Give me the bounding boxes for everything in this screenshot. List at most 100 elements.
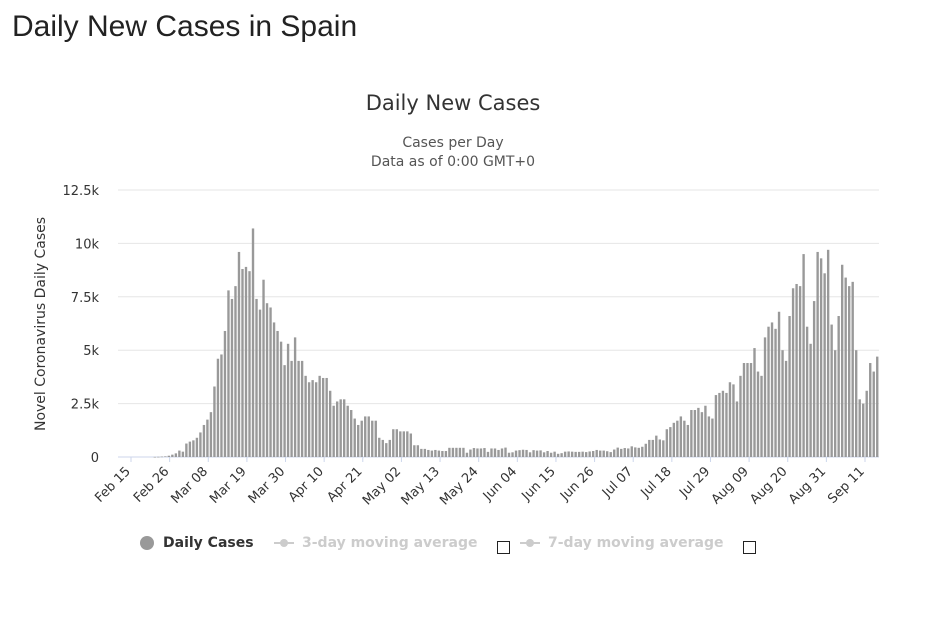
bar[interactable]: [826, 249, 830, 457]
bar[interactable]: [739, 375, 742, 457]
bar[interactable]: [328, 390, 332, 457]
bar[interactable]: [648, 439, 651, 457]
bar[interactable]: [623, 448, 626, 457]
bar[interactable]: [574, 451, 577, 457]
bar[interactable]: [392, 429, 395, 457]
bar[interactable]: [858, 399, 861, 457]
bar[interactable]: [606, 451, 609, 457]
bar[interactable]: [641, 446, 644, 457]
bar[interactable]: [255, 298, 258, 457]
bar[interactable]: [542, 452, 546, 457]
bar[interactable]: [314, 382, 318, 457]
bar[interactable]: [455, 447, 458, 457]
bar[interactable]: [293, 337, 297, 457]
bar[interactable]: [690, 410, 693, 457]
bar[interactable]: [423, 448, 427, 457]
checkbox-3-day-average[interactable]: [497, 541, 510, 554]
bar[interactable]: [577, 451, 581, 457]
bar[interactable]: [195, 437, 199, 457]
bar[interactable]: [665, 429, 669, 457]
bar[interactable]: [662, 440, 665, 457]
bar[interactable]: [153, 456, 157, 458]
bar[interactable]: [770, 322, 774, 457]
bar[interactable]: [844, 277, 847, 457]
bar[interactable]: [234, 286, 237, 457]
bar[interactable]: [420, 448, 423, 457]
bar[interactable]: [472, 448, 476, 457]
bar[interactable]: [227, 290, 230, 457]
bar[interactable]: [307, 382, 311, 457]
bar[interactable]: [167, 455, 171, 457]
bar[interactable]: [763, 337, 767, 457]
bar[interactable]: [181, 451, 185, 457]
bar[interactable]: [855, 350, 858, 457]
bar[interactable]: [872, 371, 875, 457]
bar[interactable]: [676, 420, 679, 457]
bar[interactable]: [599, 450, 602, 457]
bar[interactable]: [669, 427, 672, 457]
bar[interactable]: [521, 449, 525, 457]
bar[interactable]: [160, 456, 164, 458]
bar[interactable]: [286, 343, 290, 457]
bar[interactable]: [732, 384, 735, 457]
bar[interactable]: [364, 416, 367, 457]
bar[interactable]: [223, 330, 227, 457]
bar[interactable]: [672, 422, 676, 457]
bar[interactable]: [381, 439, 384, 457]
bar[interactable]: [546, 451, 549, 457]
bar[interactable]: [304, 375, 307, 457]
bar[interactable]: [553, 451, 556, 457]
bar[interactable]: [192, 440, 195, 457]
bar[interactable]: [332, 405, 335, 457]
bar[interactable]: [202, 424, 206, 457]
bar[interactable]: [756, 371, 760, 457]
bar[interactable]: [584, 452, 588, 457]
bar[interactable]: [251, 228, 255, 457]
bar[interactable]: [718, 392, 721, 457]
bar[interactable]: [265, 303, 269, 457]
bar[interactable]: [216, 358, 220, 457]
bar[interactable]: [290, 360, 293, 457]
bar[interactable]: [220, 354, 223, 457]
bar[interactable]: [714, 395, 718, 457]
bar[interactable]: [563, 451, 567, 457]
bar[interactable]: [791, 288, 795, 457]
bar[interactable]: [707, 416, 711, 457]
bar[interactable]: [830, 324, 833, 457]
bar[interactable]: [711, 418, 714, 457]
bar[interactable]: [490, 448, 493, 457]
bar[interactable]: [409, 433, 413, 458]
bar[interactable]: [556, 453, 560, 457]
bar[interactable]: [746, 363, 749, 457]
bar[interactable]: [819, 258, 823, 457]
bar[interactable]: [164, 456, 167, 457]
legend-item-7-day-average[interactable]: 7-day moving average: [520, 535, 724, 551]
bar[interactable]: [798, 286, 802, 457]
bar[interactable]: [658, 439, 662, 457]
bar[interactable]: [360, 420, 363, 457]
bar[interactable]: [258, 309, 262, 457]
bar[interactable]: [704, 405, 707, 457]
bar[interactable]: [525, 449, 528, 457]
bar[interactable]: [728, 382, 732, 457]
bar[interactable]: [399, 431, 402, 457]
bar[interactable]: [321, 377, 325, 457]
bar[interactable]: [367, 416, 370, 457]
bar[interactable]: [742, 363, 746, 457]
bar[interactable]: [458, 447, 462, 457]
bar[interactable]: [157, 456, 160, 458]
bar[interactable]: [237, 251, 241, 457]
bar[interactable]: [795, 283, 798, 457]
bar[interactable]: [634, 447, 637, 457]
bar[interactable]: [462, 447, 465, 457]
bar[interactable]: [637, 447, 640, 457]
bar[interactable]: [241, 269, 244, 457]
bar[interactable]: [507, 452, 511, 457]
bar[interactable]: [441, 451, 444, 457]
bar[interactable]: [581, 451, 584, 457]
bar[interactable]: [655, 435, 658, 457]
bar[interactable]: [444, 451, 448, 457]
bar[interactable]: [865, 390, 868, 457]
bar[interactable]: [378, 437, 381, 457]
bar[interactable]: [823, 273, 826, 457]
